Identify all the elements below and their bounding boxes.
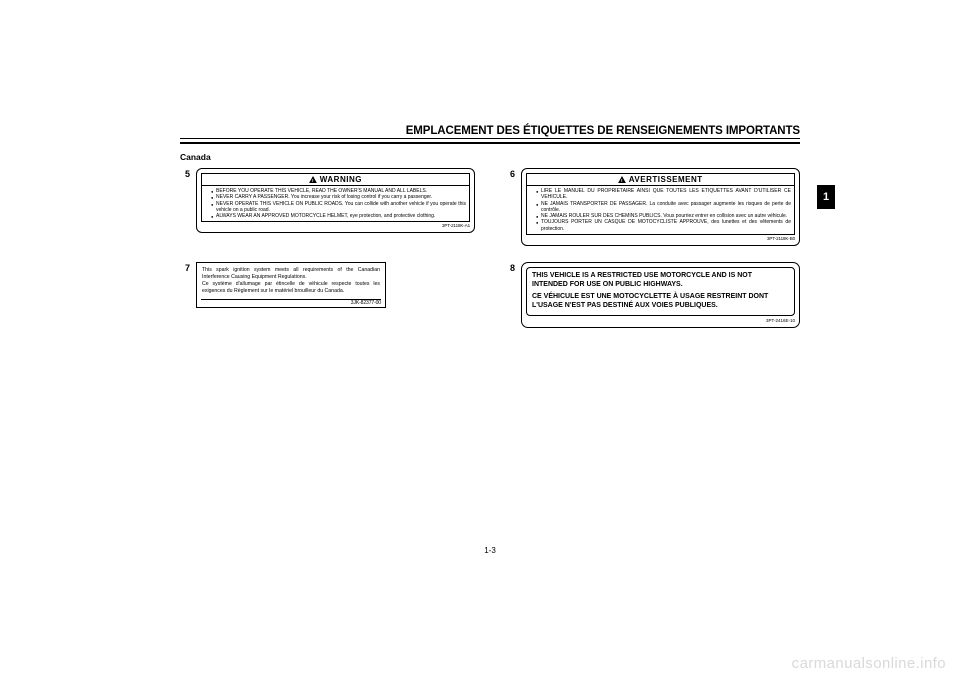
header-rule-thick [180,142,800,144]
label-code: 3PT-2416E-10 [526,318,795,323]
warning-plaque-fr: ! AVERTISSEMENT LIRE LE MANUEL DU PROPRI… [521,168,800,246]
svg-text:!: ! [312,178,314,183]
restricted-text-en: THIS VEHICLE IS A RESTRICTED USE MOTORCY… [532,272,789,290]
labels-grid: 5 ! WARNING BEFORE YOU OPERATE THIS VEHI… [180,168,800,328]
manual-page: EMPLACEMENT DES ÉTIQUETTES DE RENSEIGNEM… [180,125,800,555]
restricted-text-fr: CE VÉHICULE EST UNE MOTOCYCLETTE À USAGE… [532,293,789,311]
warning-bullet: LIRE LE MANUEL DU PROPRIETAIRE AINSI QUE… [536,188,791,201]
spark-ignition-plaque: This spark ignition system meets all req… [196,262,386,308]
header-rule-thin [180,138,800,139]
label-number: 8 [505,264,515,273]
label-code: 3PT-2118K-B0 [526,236,795,241]
warning-bar-text: WARNING [320,175,362,184]
restricted-use-plaque: THIS VEHICLE IS A RESTRICTED USE MOTORCY… [521,262,800,328]
warning-bar: ! AVERTISSEMENT [526,173,795,186]
warning-triangle-icon: ! [618,176,626,183]
label-8: 8 THIS VEHICLE IS A RESTRICTED USE MOTOR… [505,262,800,328]
warning-body: BEFORE YOU OPERATE THIS VEHICLE, READ TH… [201,186,470,222]
label-code: 3PT-2118K-A1 [201,223,470,228]
label-number: 6 [505,170,515,179]
chapter-tab: 1 [817,185,835,209]
label-code: 3JK-82377-00 [201,299,381,306]
warning-bullet: ALWAYS WEAR AN APPROVED MOTORCYCLE HELME… [211,213,466,219]
label-5: 5 ! WARNING BEFORE YOU OPERATE THIS VEHI… [180,168,475,233]
label-number: 7 [180,264,190,273]
warning-bar: ! WARNING [201,173,470,186]
warning-triangle-icon: ! [309,176,317,183]
warning-bullet: NE JAMAIS TRANSPORTER DE PASSAGER. La co… [536,201,791,214]
region-subtitle: Canada [180,152,800,162]
warning-bullet: NEVER OPERATE THIS VEHICLE ON PUBLIC ROA… [211,201,466,214]
label-7: 7 This spark ignition system meets all r… [180,262,475,308]
label-number: 5 [180,170,190,179]
page-title: EMPLACEMENT DES ÉTIQUETTES DE RENSEIGNEM… [180,125,800,137]
label-6: 6 ! AVERTISSEMENT LIRE LE MANUEL DU PROP… [505,168,800,246]
svg-text:!: ! [621,178,623,183]
warning-bullet: TOUJOURS PORTER UN CASQUE DE MOTOCYCLIST… [536,219,791,232]
watermark-text: carmanualsonline.info [792,655,946,672]
spark-body-text: This spark ignition system meets all req… [201,266,381,296]
restricted-inner: THIS VEHICLE IS A RESTRICTED USE MOTORCY… [526,267,795,316]
warning-plaque-en: ! WARNING BEFORE YOU OPERATE THIS VEHICL… [196,168,475,233]
chapter-tab-number: 1 [823,191,829,203]
warning-bar-text: AVERTISSEMENT [629,175,703,184]
warning-body: LIRE LE MANUEL DU PROPRIETAIRE AINSI QUE… [526,186,795,235]
page-number: 1-3 [484,546,496,555]
